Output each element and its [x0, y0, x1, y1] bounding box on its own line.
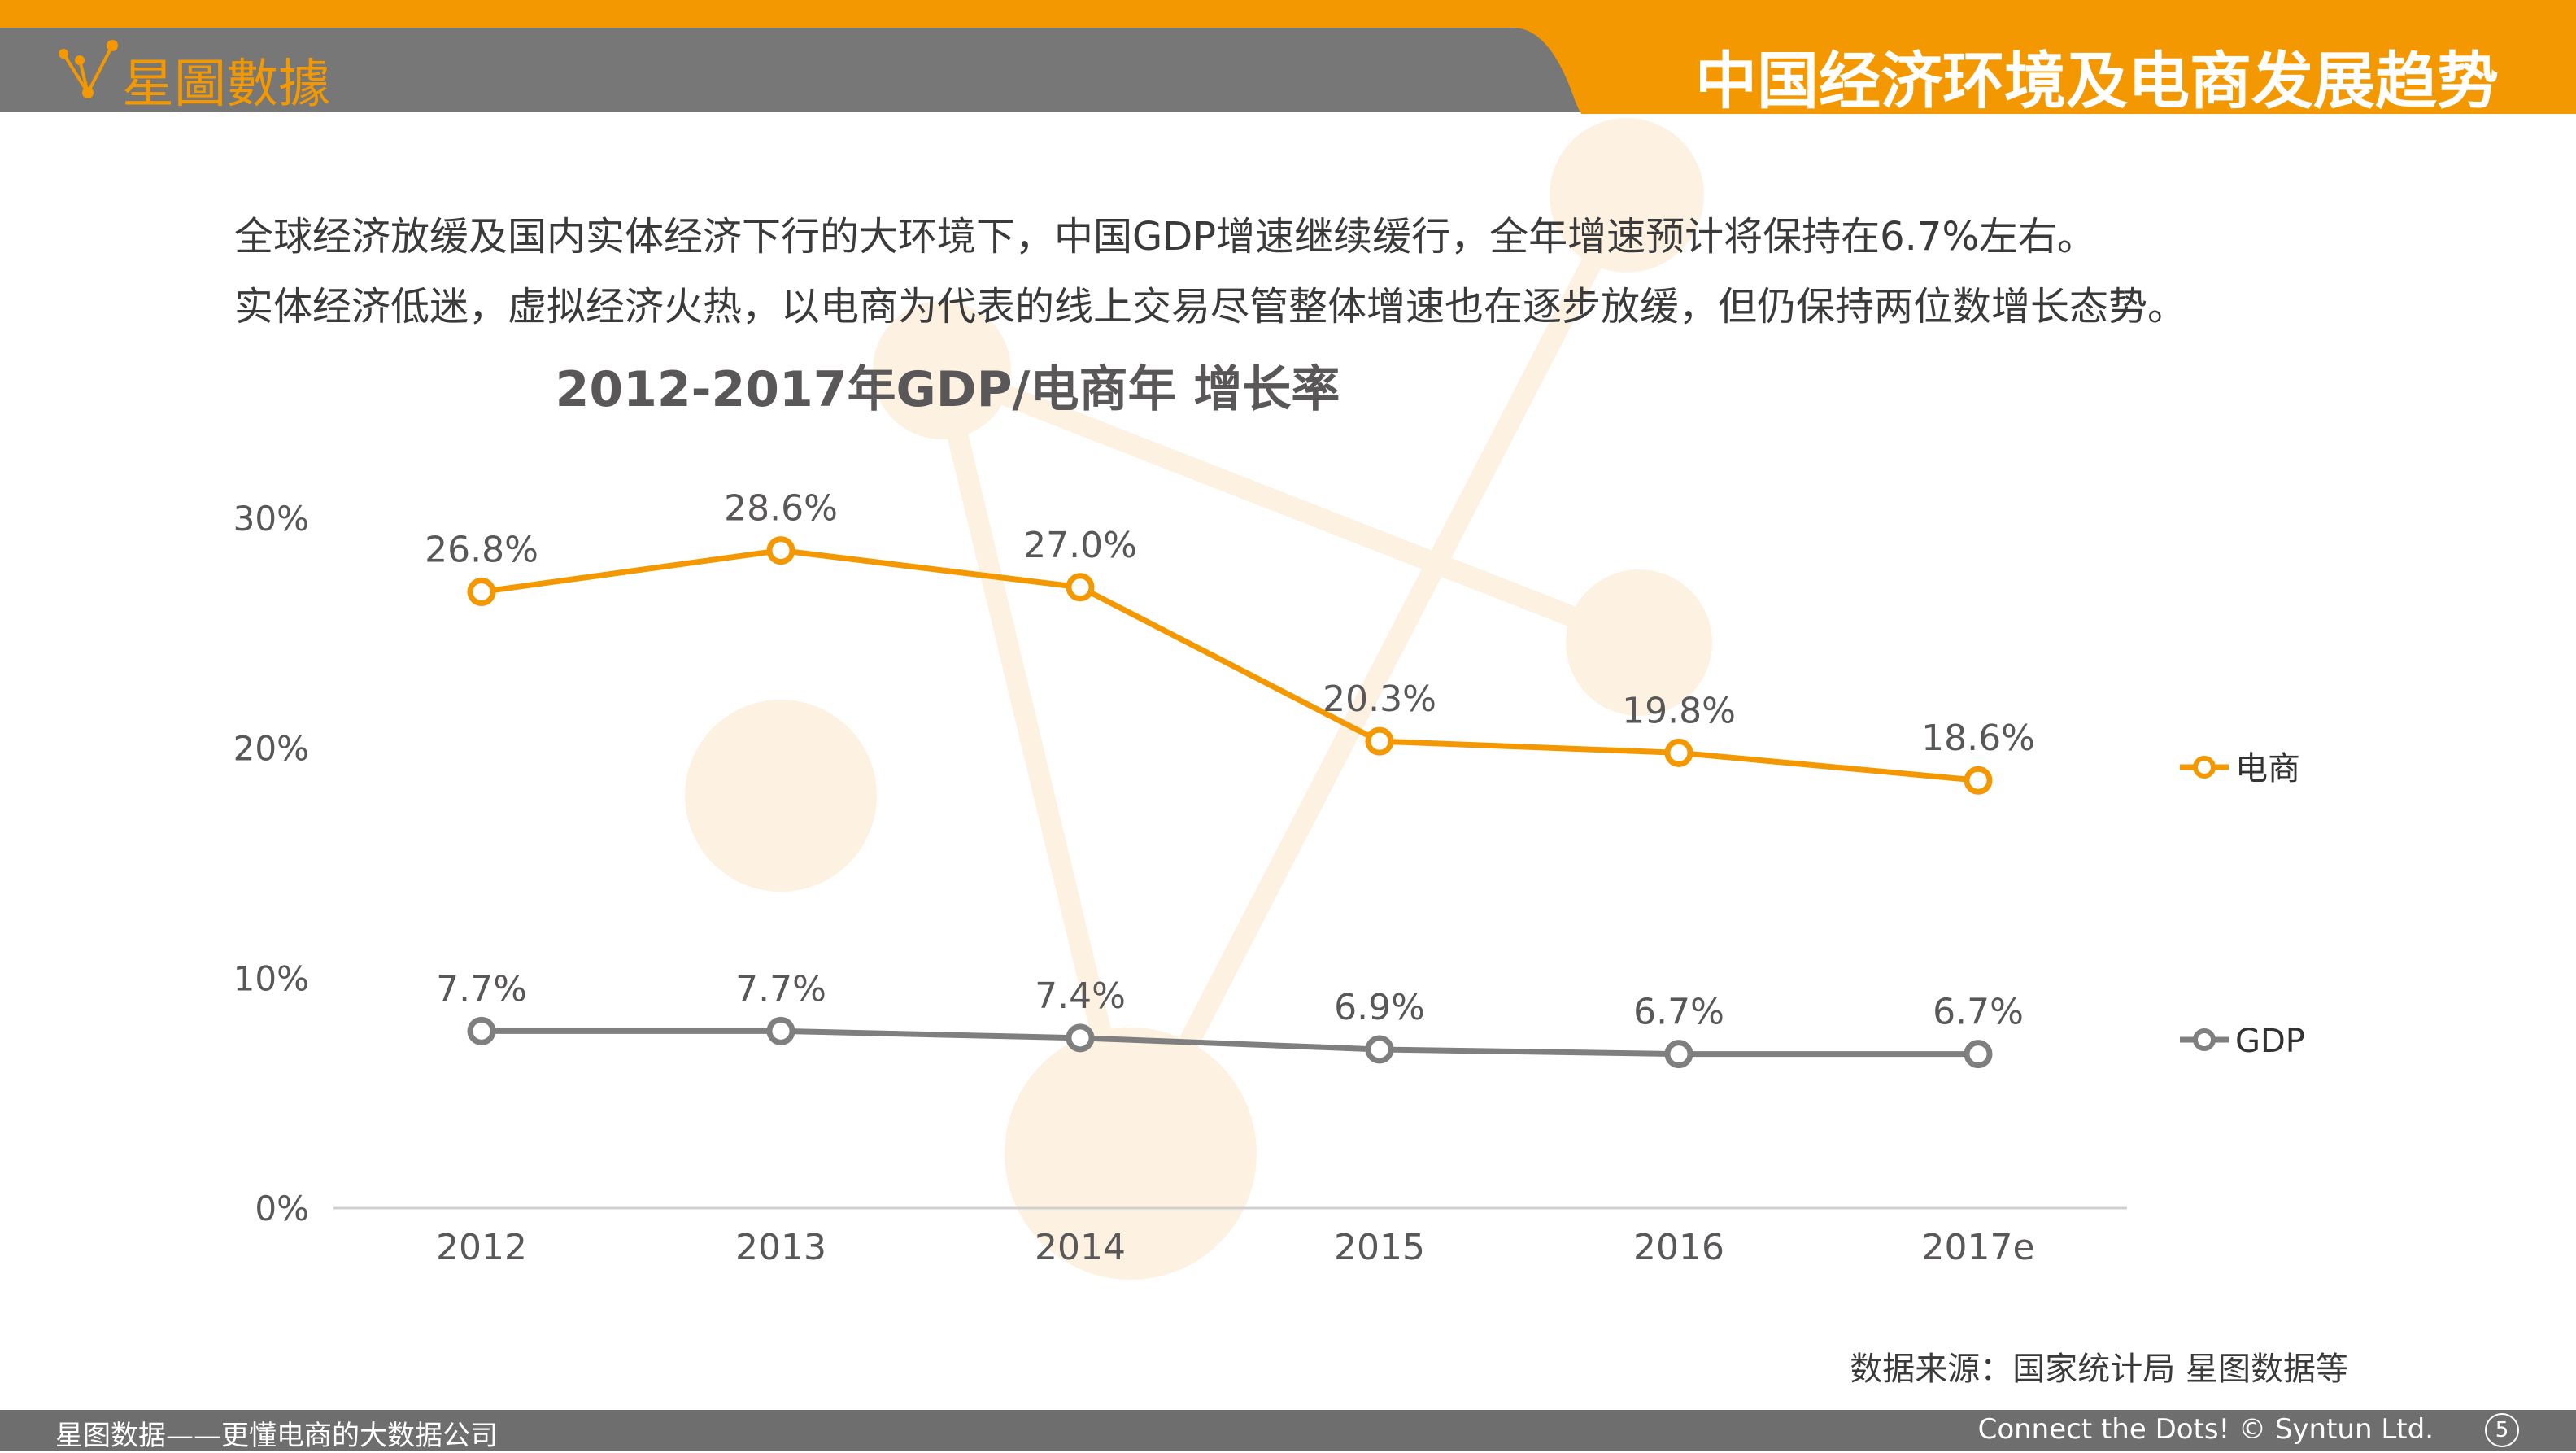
data-label: 26.8% — [425, 529, 538, 570]
data-point — [1066, 1023, 1095, 1053]
footer-tagline: 星图数据——更懂电商的大数据公司 — [55, 1420, 498, 1452]
data-point — [1365, 726, 1394, 756]
logo-text: 星圖數據 — [122, 55, 330, 115]
x-tick-label: 2014 — [1035, 1227, 1126, 1268]
series-line-gdp — [482, 1028, 1978, 1058]
legend-marker — [2193, 756, 2216, 779]
legend-marker — [2193, 1028, 2216, 1051]
data-label: 7.7% — [436, 968, 527, 1010]
data-point — [1066, 573, 1095, 602]
y-tick-label: 20% — [233, 729, 309, 769]
data-point — [1664, 738, 1693, 767]
data-label: 27.0% — [1023, 525, 1137, 566]
chart-title: 2012-2017年GDP/电商年 增长率 — [555, 361, 1340, 418]
data-label: 6.7% — [1933, 992, 2024, 1033]
data-label: 20.3% — [1323, 679, 1436, 720]
page-title: 中国经济环境及电商发展趋势 — [1695, 45, 2499, 117]
data-point — [766, 1016, 795, 1045]
footer-bar: 星图数据——更懂电商的大数据公司 Connect the Dots! © Syn… — [0, 1410, 2576, 1452]
data-point — [766, 536, 795, 565]
header-bar — [0, 0, 2576, 114]
data-label: 6.9% — [1334, 987, 1425, 1028]
data-label: 6.7% — [1633, 992, 1724, 1033]
x-tick-label: 2017e — [1921, 1227, 2034, 1268]
data-label: 19.8% — [1622, 690, 1736, 731]
data-source: 数据来源：国家统计局 星图数据等 — [1850, 1350, 2348, 1388]
intro-text: 全球经济放缓及国内实体经济下行的大环境下，中国GDP增速继续缓行，全年增速预计将… — [234, 202, 2186, 342]
data-point — [1964, 1040, 1993, 1069]
x-tick-label: 2015 — [1334, 1227, 1425, 1268]
y-tick-label: 30% — [233, 499, 309, 539]
data-label: 7.7% — [735, 968, 826, 1010]
data-label: 7.4% — [1035, 975, 1126, 1017]
x-tick-label: 2012 — [436, 1227, 527, 1268]
legend-label: GDP — [2235, 1023, 2305, 1060]
series-line-ecommerce — [481, 548, 1979, 783]
x-tick-label: 2016 — [1633, 1227, 1724, 1268]
data-point — [1664, 1040, 1693, 1069]
data-label: 18.6% — [1921, 718, 2035, 759]
intro-line-1: 全球经济放缓及国内实体经济下行的大环境下，中国GDP增速继续缓行，全年增速预计将… — [234, 214, 2097, 260]
x-tick-label: 2013 — [735, 1227, 826, 1268]
footer-copyright: Connect the Dots! © Syntun Ltd. — [1977, 1413, 2434, 1446]
data-point — [467, 1016, 496, 1045]
logo-icon — [59, 40, 118, 98]
y-tick-label: 10% — [233, 958, 309, 998]
intro-line-2: 实体经济低迷，虚拟经济火热，以电商为代表的线上交易尽管整体增速也在逐步放缓，但仍… — [234, 284, 2187, 329]
y-tick-label: 0% — [255, 1189, 309, 1228]
data-point — [1365, 1035, 1394, 1064]
legend-label: 电商 — [2235, 750, 2300, 788]
data-point — [467, 577, 496, 606]
data-point — [1964, 766, 1993, 795]
page-number: 5 — [2485, 1413, 2519, 1447]
data-label: 28.6% — [724, 488, 838, 530]
